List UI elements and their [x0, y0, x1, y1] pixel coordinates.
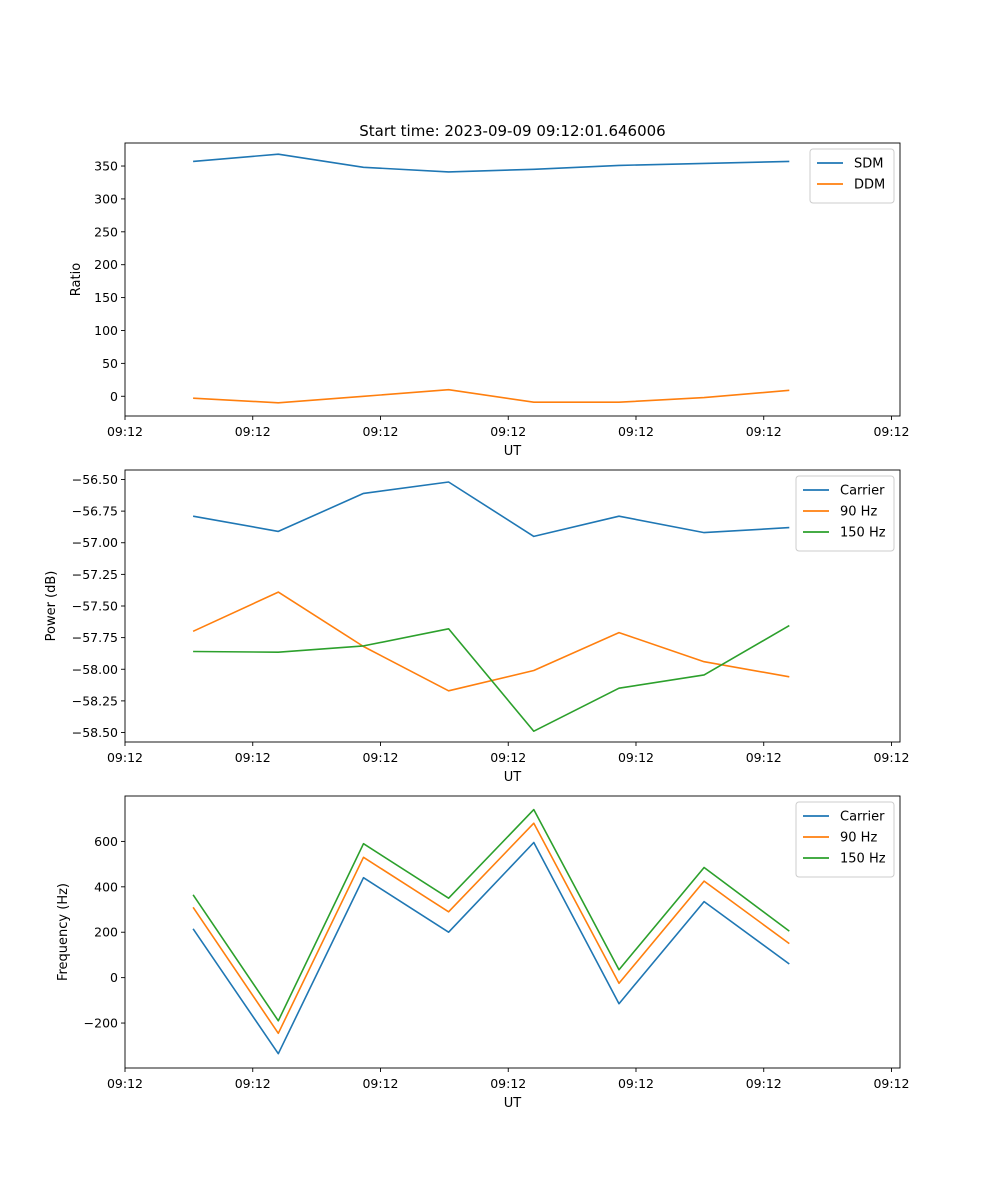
- chart-1-y-tick-label: 50: [102, 356, 118, 371]
- chart-3-series-150-hz-line: [192, 808, 790, 1022]
- chart-2-axes-frame: [124, 469, 901, 743]
- chart-2-y-tick-label: −58.25: [72, 693, 118, 708]
- chart-3-x-tick-label: 09:12: [362, 1076, 398, 1091]
- chart-1-y-tick-label: 200: [94, 257, 118, 272]
- chart-1-x-tick-label: 09:12: [490, 424, 526, 439]
- chart-1-y-tick-label: 300: [94, 191, 118, 206]
- chart-2-x-tick-label: 09:12: [362, 750, 398, 765]
- chart-2-x-tick-label: 09:12: [746, 750, 782, 765]
- chart-3-y-tick-label: 600: [94, 834, 118, 849]
- chart-2-y-tick-label: −58.00: [72, 662, 118, 677]
- chart-1-legend-label-ddm: DDM: [854, 178, 885, 193]
- figure-title: Start time: 2023-09-09 09:12:01.646006: [359, 122, 665, 140]
- chart-1-x-tick-label: 09:12: [362, 424, 398, 439]
- chart-2-x-tick-label: 09:12: [490, 750, 526, 765]
- chart-1-y-tick-label: 350: [94, 159, 118, 174]
- chart-1-y-axis-label: Ratio: [69, 263, 84, 296]
- chart-1-y-tick-label: 150: [94, 290, 118, 305]
- chart-1-axes-frame: [124, 142, 901, 417]
- chart-3-legend-label-carrier: Carrier: [840, 810, 885, 825]
- chart-3-y-axis-label: Frequency (Hz): [56, 883, 71, 981]
- chart-1-legend-label-sdm: SDM: [854, 157, 883, 172]
- chart-2-x-tick-label: 09:12: [873, 750, 909, 765]
- chart-3-x-tick-label: 09:12: [235, 1076, 271, 1091]
- chart-2-legend-label-150-hz: 150 Hz: [840, 526, 886, 541]
- chart-3-y-tick-label: 400: [94, 879, 118, 894]
- chart-2-x-tick-label: 09:12: [618, 750, 654, 765]
- chart-1-series-ddm-line: [193, 388, 790, 404]
- chart-2-y-tick-label: −57.25: [72, 567, 118, 582]
- chart-3-y-tick-label: 0: [110, 970, 118, 985]
- chart-3-y-tick-label: 200: [94, 925, 118, 940]
- chart-2-x-axis-label: UT: [504, 770, 522, 785]
- chart-3-x-tick-label: 09:12: [873, 1076, 909, 1091]
- frequency-chart: 09:12 09:12 09:12 09:12 09:12 09:12 09:12 −200 0…: [56, 795, 909, 1111]
- chart-1-x-tick-label: 09:12: [873, 424, 909, 439]
- chart-3-axes-frame: [124, 795, 901, 1069]
- chart-1-x-tick-label: 09:12: [235, 424, 271, 439]
- ratio-chart: 09:12 09:12 09:12 09:12 09:12 09:12 09:12 0 50 10…: [69, 142, 909, 459]
- chart-1-series-sdm-line: [193, 153, 790, 173]
- chart-3-x-tick-label: 09:12: [746, 1076, 782, 1091]
- chart-1-x-axis-label: UT: [504, 444, 522, 459]
- chart-3-series-90-hz-line: [192, 822, 790, 1035]
- chart-2-y-tick-label: −57.75: [72, 630, 118, 645]
- chart-2-x-tick-label: 09:12: [107, 750, 143, 765]
- chart-3-x-axis-label: UT: [504, 1096, 522, 1111]
- power-chart: 09:12 09:12 09:12 09:12 09:12 09:12 09:12 −56.5…: [44, 469, 909, 785]
- chart-2-y-tick-label: −58.50: [72, 725, 118, 740]
- chart-3-x-tick-label: 09:12: [618, 1076, 654, 1091]
- chart-2-legend-label-carrier: Carrier: [840, 484, 885, 499]
- chart-1-x-tick-label: 09:12: [746, 424, 782, 439]
- chart-1-x-tick-label: 09:12: [618, 424, 654, 439]
- chart-2-y-axis-label: Power (dB): [44, 571, 59, 642]
- chart-2-series-150-hz-line: [193, 624, 790, 733]
- chart-2-y-tick-label: −56.50: [72, 472, 118, 487]
- chart-3-legend-label-150-hz: 150 Hz: [840, 852, 886, 867]
- chart-2-legend-label-90-hz: 90 Hz: [840, 505, 877, 520]
- chart-1-y-tick-label: 250: [94, 224, 118, 239]
- chart-3-x-tick-label: 09:12: [107, 1076, 143, 1091]
- chart-2-x-tick-label: 09:12: [235, 750, 271, 765]
- chart-3-y-tick-label: −200: [84, 1016, 118, 1031]
- chart-2-y-tick-label: −57.00: [72, 535, 118, 550]
- chart-3-x-tick-label: 09:12: [490, 1076, 526, 1091]
- chart-2-series-carrier-line: [192, 481, 790, 538]
- chart-1-x-tick-label: 09:12: [107, 424, 143, 439]
- chart-2-y-tick-label: −57.50: [72, 599, 118, 614]
- chart-3-series-carrier-line: [192, 841, 790, 1055]
- chart-3-legend-label-90-hz: 90 Hz: [840, 831, 877, 846]
- chart-1-y-tick-label: 100: [94, 323, 118, 338]
- chart-2-y-tick-label: −56.75: [72, 504, 118, 519]
- chart-1-y-tick-label: 0: [110, 389, 118, 404]
